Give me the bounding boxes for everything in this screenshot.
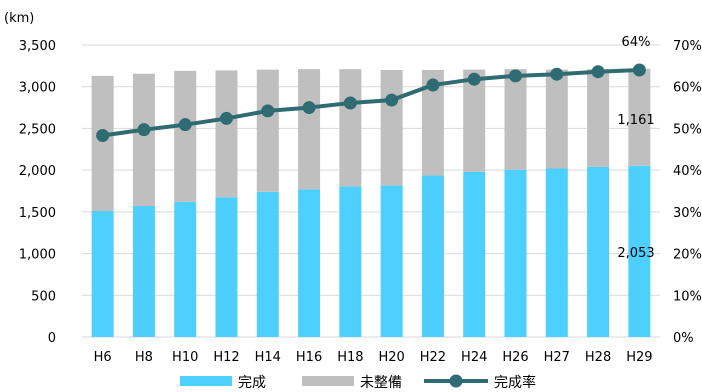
x-tick-label: H29 (626, 350, 652, 365)
x-tick-label: H24 (461, 350, 487, 365)
bar-complete (380, 185, 403, 337)
bar-complete (587, 166, 610, 337)
bar-unpaved (545, 69, 568, 169)
rate-point (178, 118, 192, 132)
x-tick-label: H28 (585, 350, 611, 365)
x-tick-label: H16 (296, 350, 322, 365)
right-tick-label: 0% (673, 331, 694, 346)
left-tick-label: 1,500 (19, 206, 56, 221)
x-axis-ticks: H6 H8 H10 H12 H14 H16 H18 H20 H22 H24 H26 H27 H28 H29 (94, 350, 653, 365)
rate-point (632, 63, 646, 77)
bar-complete (545, 168, 568, 337)
rate-last-label: 64% (622, 35, 651, 50)
bar-unpaved (628, 68, 651, 166)
bar-complete (132, 206, 155, 337)
left-tick-label: 0 (48, 331, 56, 346)
legend-label-unpaved: 未整備 (360, 375, 402, 391)
left-tick-label: 2,500 (19, 122, 56, 137)
y-axis-unit: (km) (4, 11, 34, 26)
right-tick-label: 30% (673, 206, 702, 221)
x-tick-label: H8 (135, 350, 153, 365)
bar-complete (421, 175, 444, 337)
bar-unpaved (421, 70, 444, 176)
bar-unpaved (504, 69, 527, 170)
bar-complete (339, 186, 362, 337)
legend-label-complete: 完成 (238, 375, 266, 391)
rate-point (96, 129, 110, 143)
legend-label-rate: 完成率 (494, 374, 536, 391)
x-tick-label: H27 (544, 350, 570, 365)
left-tick-label: 1,000 (19, 248, 56, 263)
legend-swatch-unpaved (302, 376, 354, 386)
x-tick-label: H26 (502, 350, 528, 365)
rate-polyline (102, 68, 640, 138)
gridlines (82, 44, 660, 338)
bar-complete (628, 165, 651, 337)
bar-unpaved (587, 69, 610, 167)
bar-unpaved (174, 70, 197, 202)
rate-point (137, 123, 151, 137)
bar-unpaved (339, 69, 362, 187)
bars (91, 68, 651, 337)
bar-unpaved (298, 69, 321, 190)
x-tick-label: H6 (94, 350, 112, 365)
left-axis-ticks: 0 500 1,000 1,500 2,000 2,500 3,000 3,500 (19, 39, 56, 346)
rate-point (385, 93, 399, 107)
rate-point (467, 72, 481, 86)
bar-complete (256, 191, 279, 337)
right-axis-ticks: 0% 10% 20% 30% 40% 50% 60% 70% (673, 39, 702, 346)
bar-complete (174, 201, 197, 337)
rate-point (426, 78, 440, 92)
bar-complete (504, 169, 527, 337)
rate-point (550, 67, 564, 81)
right-tick-label: 60% (673, 81, 702, 96)
x-tick-label: H22 (420, 350, 446, 365)
unpaved-last-label: 1,161 (617, 113, 654, 128)
rate-point (261, 104, 275, 118)
left-tick-label: 3,000 (19, 81, 56, 96)
bar-unpaved (463, 69, 486, 172)
rate-point (343, 96, 357, 110)
bar-unpaved (256, 69, 279, 192)
bar-complete (298, 189, 321, 337)
complete-last-label: 2,053 (617, 246, 654, 261)
rate-point (509, 69, 522, 83)
bar-complete (463, 171, 486, 337)
rate-point (591, 65, 605, 79)
x-tick-label: H10 (172, 350, 198, 365)
legend-marker-rate (449, 374, 463, 388)
right-tick-label: 10% (673, 289, 702, 304)
right-tick-label: 40% (673, 164, 702, 179)
legend: 完成 未整備 完成率 (180, 374, 536, 391)
rate-point (220, 111, 233, 125)
rate-line (96, 63, 646, 143)
x-tick-label: H12 (213, 350, 239, 365)
right-tick-label: 20% (673, 248, 702, 263)
bar-unpaved (132, 73, 155, 207)
left-tick-label: 2,000 (19, 164, 56, 179)
bar-unpaved (215, 70, 238, 198)
x-tick-label: H18 (337, 350, 363, 365)
bar-complete (91, 211, 114, 337)
legend-swatch-complete (180, 376, 232, 386)
rate-point (302, 101, 316, 115)
bar-unpaved (91, 75, 114, 212)
left-tick-label: 3,500 (19, 39, 56, 54)
x-tick-label: H20 (378, 350, 404, 365)
right-tick-label: 70% (673, 39, 702, 54)
bar-unpaved (380, 70, 403, 186)
bar-complete (215, 197, 238, 337)
left-tick-label: 500 (31, 289, 56, 304)
x-tick-label: H14 (255, 350, 281, 365)
right-tick-label: 50% (673, 122, 702, 137)
